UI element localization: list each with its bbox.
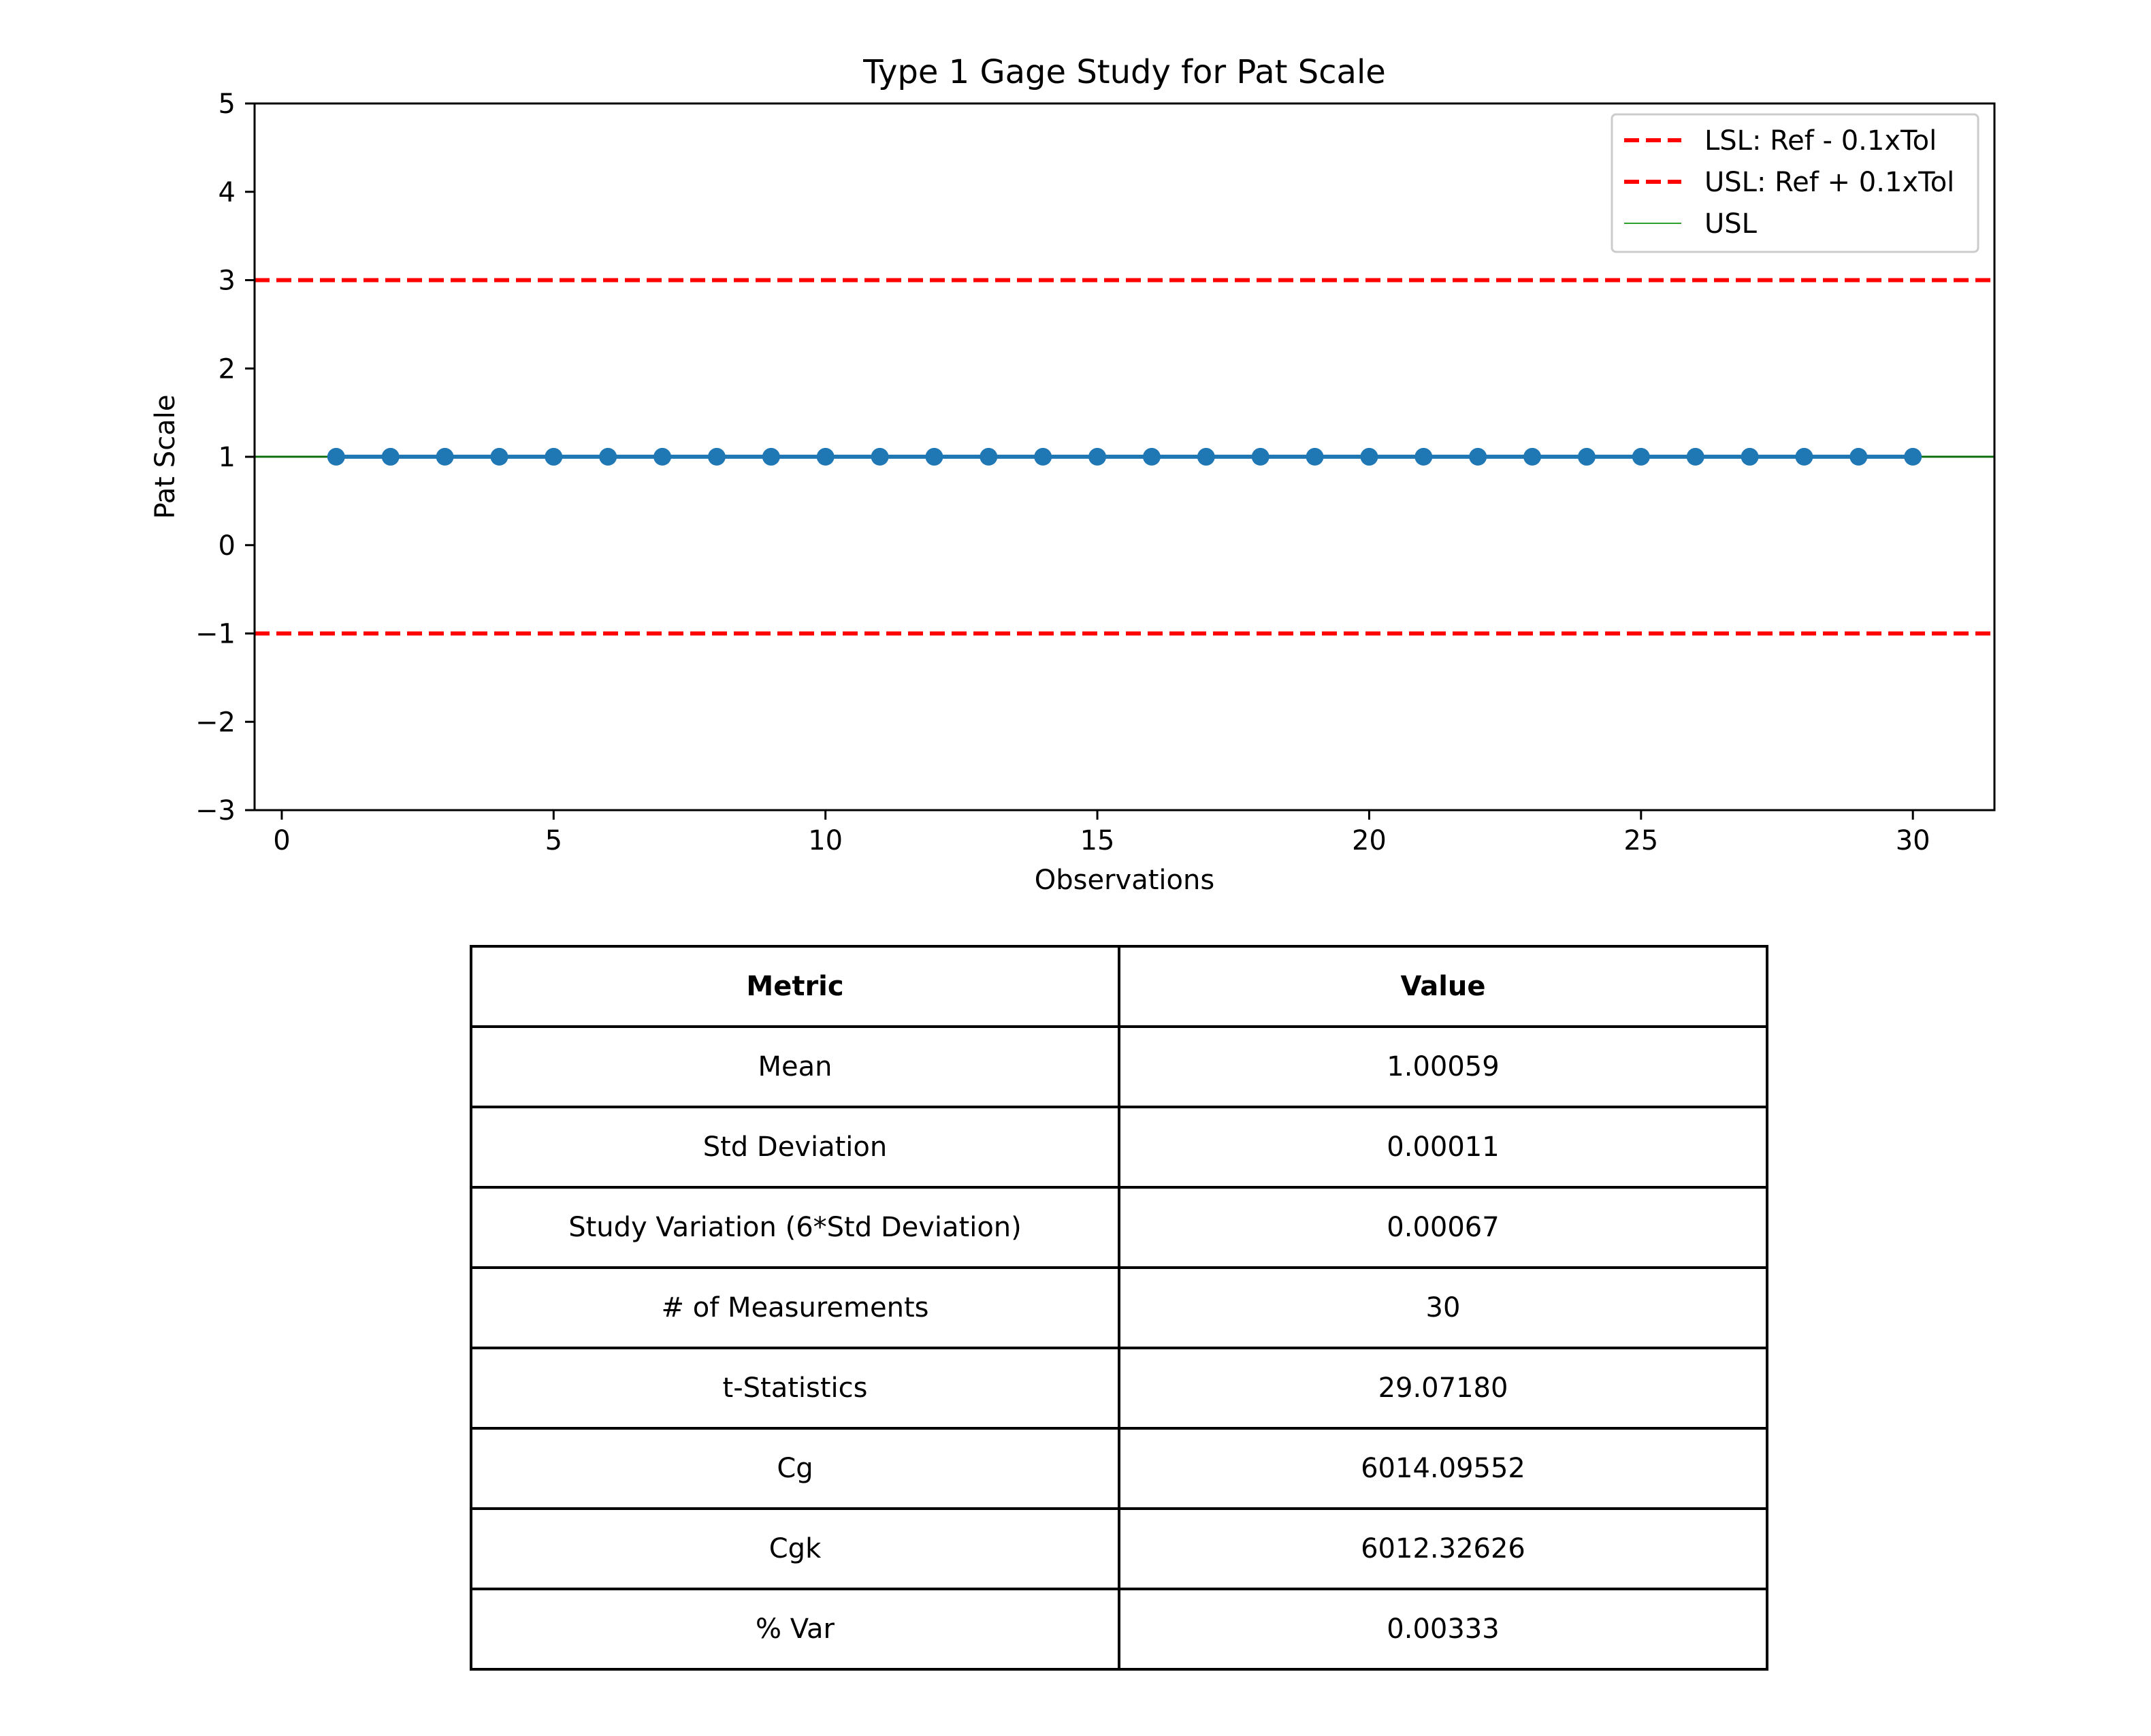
data-point	[1523, 447, 1542, 466]
metric-cell: # of Measurements	[470, 1266, 1120, 1349]
gage-study-chart: Type 1 Gage Study for Pat Scale Observati…	[150, 53, 1996, 896]
metric-cell: Cg	[470, 1427, 1120, 1510]
data-point	[599, 447, 617, 466]
y-axis-label: Pat Scale	[150, 395, 181, 519]
table-row: % Var 0.00333	[470, 1588, 1768, 1671]
data-point	[545, 447, 563, 466]
y-tick-label: −2	[195, 707, 236, 738]
data-point	[1360, 447, 1378, 466]
x-tick-label: 15	[1080, 825, 1115, 856]
plot-area	[255, 278, 1994, 636]
data-point	[1686, 447, 1704, 466]
y-tick-label: 5	[219, 89, 236, 120]
x-axis-label: Observations	[1035, 865, 1214, 896]
table-row: t-Statistics 29.07180	[470, 1347, 1768, 1430]
legend-label-0: LSL: Ref - 0.1xTol	[1704, 125, 1937, 157]
metric-cell: Cgk	[470, 1507, 1120, 1590]
value-cell: 0.00067	[1118, 1186, 1768, 1269]
y-tick-label: 0	[219, 530, 236, 562]
value-cell: 0.00011	[1118, 1106, 1768, 1189]
x-tick-label: 20	[1352, 825, 1387, 856]
data-point	[1904, 447, 1922, 466]
chart-title: Type 1 Gage Study for Pat Scale	[862, 53, 1386, 91]
y-tick-label: −1	[195, 619, 236, 650]
table-row: Cg 6014.09552	[470, 1427, 1768, 1510]
table-header-row: Metric Value	[470, 945, 1768, 1028]
metric-cell: t-Statistics	[470, 1347, 1120, 1430]
data-point	[1795, 447, 1813, 466]
value-cell: 1.00059	[1118, 1025, 1768, 1108]
data-point	[1577, 447, 1596, 466]
table-row: Study Variation (6*Std Deviation) 0.00067	[470, 1186, 1768, 1269]
data-point	[1849, 447, 1868, 466]
data-point	[1251, 447, 1269, 466]
x-tick-label: 0	[273, 825, 290, 856]
data-point	[1632, 447, 1650, 466]
legend-box	[1611, 113, 1979, 253]
value-cell: 6014.09552	[1118, 1427, 1768, 1510]
table-row: Std Deviation 0.00011	[470, 1106, 1768, 1189]
data-point	[1469, 447, 1487, 466]
data-point	[1088, 447, 1107, 466]
data-point	[707, 447, 726, 466]
value-cell: 29.07180	[1118, 1347, 1768, 1430]
metric-cell: % Var	[470, 1588, 1120, 1671]
header-metric: Metric	[470, 945, 1120, 1028]
value-cell: 6012.32626	[1118, 1507, 1768, 1590]
data-point	[490, 447, 508, 466]
y-tick-label: 1	[219, 442, 236, 473]
data-point	[381, 447, 400, 466]
table-row: Cgk 6012.32626	[470, 1507, 1768, 1590]
value-cell: 0.00333	[1118, 1588, 1768, 1671]
table-row: Mean 1.00059	[470, 1025, 1768, 1108]
data-point	[327, 447, 345, 466]
data-point	[762, 447, 780, 466]
x-tick-label: 10	[808, 825, 843, 856]
metric-cell: Mean	[470, 1025, 1120, 1108]
value-cell: 30	[1118, 1266, 1768, 1349]
data-point	[1034, 447, 1052, 466]
data-point	[871, 447, 889, 466]
data-point	[925, 447, 943, 466]
data-point	[1741, 447, 1759, 466]
x-tick-label: 30	[1896, 825, 1930, 856]
data-point	[980, 447, 998, 466]
data-point	[436, 447, 454, 466]
metric-cell: Std Deviation	[470, 1106, 1120, 1189]
y-tick-label: 4	[219, 177, 236, 208]
y-tick-label: −3	[195, 795, 236, 826]
y-tick-label: 2	[219, 353, 236, 385]
data-point	[1414, 447, 1433, 466]
x-tick-label: 5	[545, 825, 562, 856]
header-value: Value	[1118, 945, 1768, 1028]
data-point	[653, 447, 672, 466]
legend-label-1: USL: Ref + 0.1xTol	[1704, 167, 1954, 198]
legend-label-2: USL	[1704, 208, 1758, 240]
metrics-table: Metric Value Mean 1.00059 Std Deviation 0.0…	[470, 945, 1768, 1671]
data-point	[1142, 447, 1161, 466]
data-point	[1197, 447, 1215, 466]
metric-cell: Study Variation (6*Std Deviation)	[470, 1186, 1120, 1269]
data-point	[1306, 447, 1324, 466]
table-row: # of Measurements 30	[470, 1266, 1768, 1349]
y-tick-label: 3	[219, 266, 236, 297]
data-point	[816, 447, 835, 466]
x-tick-label: 25	[1623, 825, 1658, 856]
